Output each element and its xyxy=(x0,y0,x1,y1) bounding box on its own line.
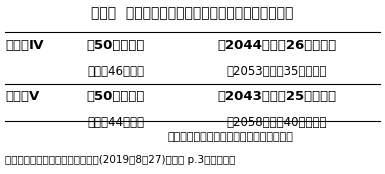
Text: 図表１  財政検証結果資料での将来の給付水準の表示: 図表１ 財政検証結果資料での将来の給付水準の表示 xyxy=(91,7,294,21)
Text: （注）44．５％: （注）44．５％ xyxy=(87,116,144,129)
Text: （2044（令和26）年度）: （2044（令和26）年度） xyxy=(217,39,336,52)
Text: （2043（令和25）年度）: （2043（令和25）年度） xyxy=(217,90,336,103)
Text: （注）機械的に給付水準調整を進めた場合: （注）機械的に給付水準調整を進めた場合 xyxy=(168,132,294,141)
Text: ケースⅤ: ケースⅤ xyxy=(5,90,39,103)
Text: （資料）社会保障審議会年金部会(2019．8．27)資料１ p.3．より抜粋: （資料）社会保障審議会年金部会(2019．8．27)資料１ p.3．より抜粋 xyxy=(5,156,236,165)
Text: （注）46．５％: （注）46．５％ xyxy=(87,65,144,78)
Text: （2058（令和40）年度）: （2058（令和40）年度） xyxy=(226,116,327,129)
Text: （2053（令和35）年度）: （2053（令和35）年度） xyxy=(226,65,327,78)
Text: （50．０％）: （50．０％） xyxy=(87,39,145,52)
Text: （50．０％）: （50．０％） xyxy=(87,90,145,103)
Text: ケースⅣ: ケースⅣ xyxy=(5,39,44,52)
